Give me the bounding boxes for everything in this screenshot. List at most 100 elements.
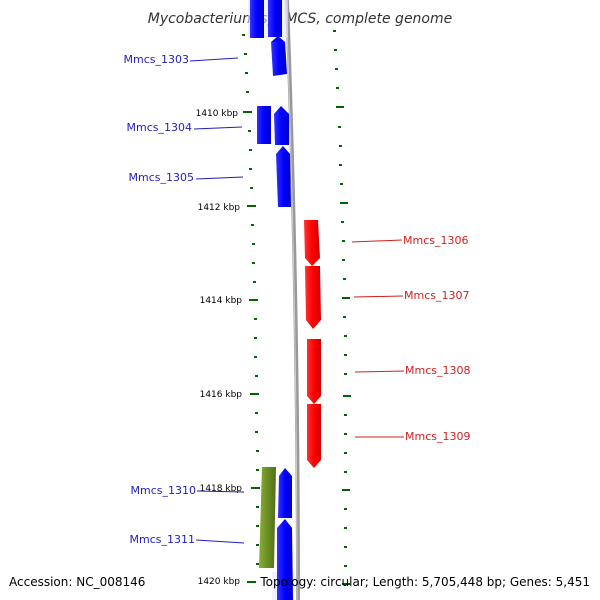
- genome-backbone-highlight: [285, 0, 298, 600]
- connector-mmcs-1306: [351, 239, 403, 243]
- minor-tick: [252, 262, 255, 264]
- gene-top-a[interactable]: [250, 0, 264, 38]
- left-ruler: [242, 34, 260, 583]
- gene-mmcs-1305[interactable]: [276, 146, 291, 207]
- label-mmcs-1304[interactable]: Mmcs_1304: [127, 121, 192, 134]
- major-tick: [249, 299, 258, 301]
- tick-label-1420: 1420 kbp: [198, 577, 241, 587]
- label-mmcs-1310[interactable]: Mmcs_1310: [131, 484, 196, 497]
- major-tick: [243, 111, 252, 113]
- tick-label-1414: 1414 kbp: [200, 296, 243, 306]
- minor-tick: [251, 224, 254, 226]
- tick-label-1410: 1410 kbp: [196, 109, 239, 119]
- gene-mmcs-1304[interactable]: [257, 106, 271, 144]
- minor-tick: [344, 546, 347, 548]
- major-tick: [342, 583, 350, 585]
- minor-tick: [343, 316, 346, 318]
- minor-tick: [336, 87, 339, 89]
- accession-text: Accession: NC_008146: [9, 575, 145, 589]
- minor-tick: [344, 527, 347, 529]
- minor-tick: [254, 337, 257, 339]
- connector-mmcs-1311: [195, 539, 245, 544]
- minor-tick: [340, 183, 343, 185]
- connector-mmcs-1303: [189, 57, 239, 62]
- minor-tick: [248, 130, 251, 132]
- topology-text: Topology: circular; Length: 5,705,448 bp…: [259, 575, 590, 589]
- minor-tick: [339, 164, 342, 166]
- minor-tick: [253, 281, 256, 283]
- major-tick: [342, 489, 350, 491]
- gene-mmcs-1309[interactable]: [307, 404, 321, 468]
- gene-mmcs-1306[interactable]: [304, 220, 320, 266]
- label-mmcs-1309[interactable]: Mmcs_1309: [405, 430, 470, 443]
- minor-tick: [256, 544, 259, 546]
- gene-mmcs-1310-arrow[interactable]: [278, 468, 292, 518]
- label-mmcs-1307[interactable]: Mmcs_1307: [404, 289, 469, 302]
- connector-mmcs-1310: [196, 490, 245, 493]
- connector-mmcs-1308: [354, 370, 405, 373]
- minor-tick: [334, 49, 337, 51]
- minor-tick: [246, 91, 249, 93]
- minor-tick: [341, 221, 344, 223]
- minor-tick: [339, 145, 342, 147]
- map-title: Mycobacterium sp. MCS, complete genome: [148, 11, 453, 27]
- minor-tick: [256, 469, 259, 471]
- minor-tick: [344, 471, 347, 473]
- minor-tick: [344, 452, 347, 454]
- gene-mmcs-1308[interactable]: [307, 339, 321, 404]
- major-tick: [340, 202, 348, 204]
- minor-tick: [343, 278, 346, 280]
- label-mmcs-1311[interactable]: Mmcs_1311: [130, 533, 195, 546]
- major-tick: [336, 106, 344, 108]
- minor-tick: [344, 433, 347, 435]
- genome-backbone: [285, 0, 300, 600]
- minor-tick: [255, 431, 258, 433]
- label-mmcs-1305[interactable]: Mmcs_1305: [129, 171, 194, 184]
- tick-label-1416: 1416 kbp: [200, 390, 243, 400]
- minor-tick: [252, 243, 255, 245]
- label-mmcs-1306[interactable]: Mmcs_1306: [403, 234, 468, 247]
- minor-tick: [250, 187, 253, 189]
- minor-tick: [344, 565, 347, 567]
- minor-tick: [244, 53, 247, 55]
- minor-tick: [256, 563, 259, 565]
- minor-tick: [254, 356, 257, 358]
- minor-tick: [342, 259, 345, 261]
- minor-tick: [344, 354, 347, 356]
- minor-tick: [342, 240, 345, 242]
- gene-mmcs-1311[interactable]: [277, 519, 293, 600]
- major-tick: [251, 487, 260, 489]
- connector-mmcs-1307: [353, 295, 404, 298]
- minor-tick: [255, 412, 258, 414]
- minor-tick: [335, 68, 338, 70]
- major-tick: [250, 393, 259, 395]
- minor-tick: [344, 335, 347, 337]
- gene-mmcs-1304-arrow[interactable]: [274, 106, 289, 145]
- major-tick: [343, 395, 351, 397]
- major-tick: [247, 205, 256, 207]
- connector-mmcs-1304: [193, 126, 243, 130]
- minor-tick: [344, 373, 347, 375]
- tick-label-1418: 1418 kbp: [200, 484, 243, 494]
- connector-mmcs-1305: [195, 176, 244, 180]
- minor-tick: [249, 168, 252, 170]
- label-mmcs-1308[interactable]: Mmcs_1308: [405, 364, 470, 377]
- minor-tick: [256, 506, 259, 508]
- gene-mmcs-1310[interactable]: [259, 467, 276, 568]
- gene-mmcs-1307[interactable]: [305, 266, 321, 329]
- minor-tick: [242, 34, 245, 36]
- gene-top-b[interactable]: [268, 0, 282, 37]
- minor-tick: [254, 318, 257, 320]
- minor-tick: [256, 525, 259, 527]
- minor-tick: [333, 30, 336, 32]
- minor-tick: [256, 450, 259, 452]
- gene-mmcs-1303[interactable]: [271, 42, 287, 76]
- right-ruler: [333, 30, 351, 585]
- gene-mmcs-1303-tip: [271, 36, 285, 42]
- tick-label-1412: 1412 kbp: [198, 203, 241, 213]
- major-tick: [342, 297, 350, 299]
- label-mmcs-1303[interactable]: Mmcs_1303: [124, 53, 189, 66]
- minor-tick: [344, 414, 347, 416]
